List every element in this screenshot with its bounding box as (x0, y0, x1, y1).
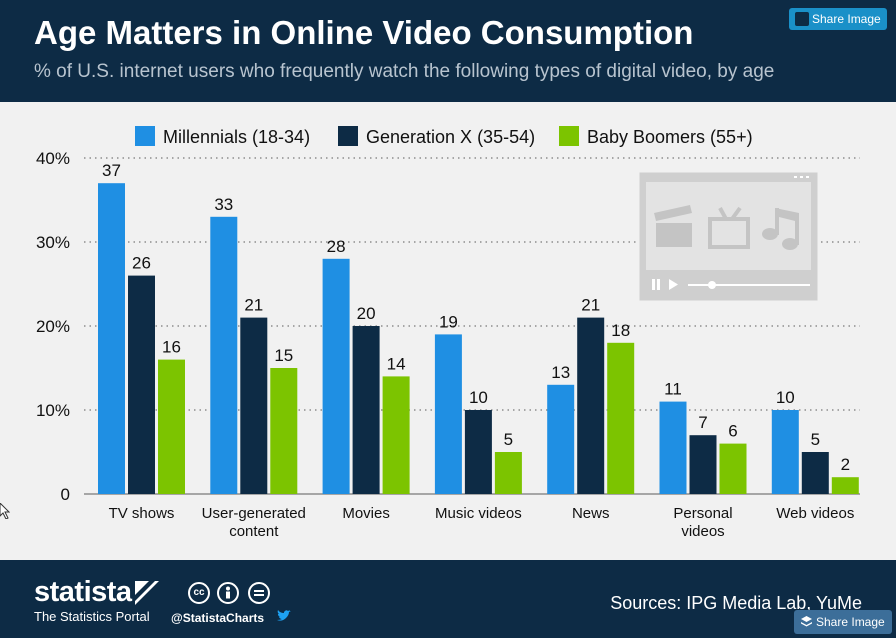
equals-icon (248, 582, 270, 604)
data-label: 10 (776, 388, 795, 407)
data-label: 5 (504, 430, 513, 449)
cc-icon: cc (188, 582, 210, 604)
x-tick-label: User-generated (202, 505, 306, 522)
data-label: 19 (439, 312, 458, 331)
legend-swatch (559, 126, 579, 146)
statista-logo: statista (34, 576, 132, 608)
share-image-icon (795, 12, 809, 26)
x-tick-label: videos (681, 523, 724, 540)
data-label: 13 (551, 363, 570, 382)
x-tick-label: Web videos (776, 505, 854, 522)
bar (577, 317, 605, 494)
data-label: 10 (469, 388, 488, 407)
y-tick-label: 40% (36, 149, 70, 168)
legend-swatch (135, 126, 155, 146)
bar (547, 384, 575, 494)
data-label: 2 (841, 455, 850, 474)
data-label: 20 (357, 304, 376, 323)
x-tick-label: content (229, 523, 279, 540)
data-label: 21 (244, 296, 263, 315)
bar (607, 342, 635, 494)
data-label: 11 (664, 380, 682, 399)
mouse-cursor-icon (0, 503, 10, 519)
chart-title: Age Matters in Online Video Consumption (34, 14, 694, 51)
bar (434, 334, 462, 494)
share-image-button-bottom[interactable]: Share Image (794, 610, 892, 634)
chart-subtitle: % of U.S. internet users who frequently … (34, 61, 775, 82)
data-label: 18 (611, 321, 630, 340)
bar (659, 401, 687, 494)
bar (158, 359, 185, 494)
bar (689, 435, 717, 494)
bar-chart: 0 10% 20% 30% 40% Millennials (18-34) Generat… (36, 126, 860, 540)
legend-swatch (338, 126, 358, 146)
y-axis-ticks: 0 10% 20% 30% 40% (36, 149, 70, 504)
y-tick-label: 30% (36, 233, 70, 252)
data-label: 28 (327, 237, 346, 256)
data-label: 37 (102, 161, 121, 180)
data-label: 26 (132, 254, 151, 273)
statista-logo-mark (135, 581, 159, 605)
bar (240, 317, 268, 494)
twitter-icon (277, 610, 291, 621)
bars: 37 26 16 33 21 15 28 20 14 19 10 5 13 21 18 11 7 6 10 5 2 (98, 161, 859, 495)
x-tick-label: Music videos (435, 505, 522, 522)
y-tick-label: 20% (36, 317, 70, 336)
music-note-icon (762, 208, 799, 250)
bar (801, 452, 829, 494)
bar (719, 443, 747, 494)
bar (352, 326, 380, 494)
data-label: 16 (162, 338, 181, 357)
brand-tagline: The Statistics Portal (34, 609, 150, 624)
y-tick-label: 10% (36, 401, 70, 420)
data-label: 21 (581, 296, 600, 315)
x-tick-label: News (572, 505, 610, 522)
bar (128, 275, 155, 494)
legend-label: Generation X (35-54) (366, 127, 535, 147)
x-tick-label: Personal (673, 505, 732, 522)
data-label: 6 (728, 422, 737, 441)
tv-icon (708, 206, 750, 249)
sources-text: Sources: IPG Media Lab, YuMe (610, 593, 862, 613)
share-image-button[interactable]: Share Image (789, 8, 887, 30)
bar (322, 258, 350, 494)
bar (464, 410, 492, 494)
data-label: 14 (387, 354, 406, 373)
chart-footer: statista The Statistics Portal cc @Stati… (0, 560, 896, 638)
legend-label: Millennials (18-34) (163, 127, 310, 147)
bar (210, 216, 238, 495)
y-tick-label: 0 (61, 485, 70, 504)
chart-header: Age Matters in Online Video Consumption … (0, 0, 896, 102)
bar (382, 376, 410, 494)
data-label: 5 (811, 430, 820, 449)
video-player-icon (639, 172, 818, 301)
data-label: 7 (698, 413, 707, 432)
bar (270, 368, 298, 494)
chart-legend: Millennials (18-34) Generation X (35-54) B… (135, 126, 753, 147)
bar (831, 477, 859, 494)
twitter-handle: @StatistaCharts (171, 611, 265, 625)
bar (771, 410, 799, 494)
bar (494, 452, 522, 494)
bar (98, 183, 125, 494)
share-image-label: Share Image (812, 12, 881, 26)
layers-icon (801, 616, 812, 627)
attribution-icon (217, 582, 239, 604)
x-tick-label: TV shows (109, 505, 175, 522)
clapperboard-icon (654, 205, 692, 247)
legend-label: Baby Boomers (55+) (587, 127, 753, 147)
data-label: 15 (274, 346, 293, 365)
x-tick-label: Movies (342, 505, 390, 522)
data-label: 33 (214, 195, 233, 214)
share-image-label-bottom: Share Image (816, 615, 885, 629)
